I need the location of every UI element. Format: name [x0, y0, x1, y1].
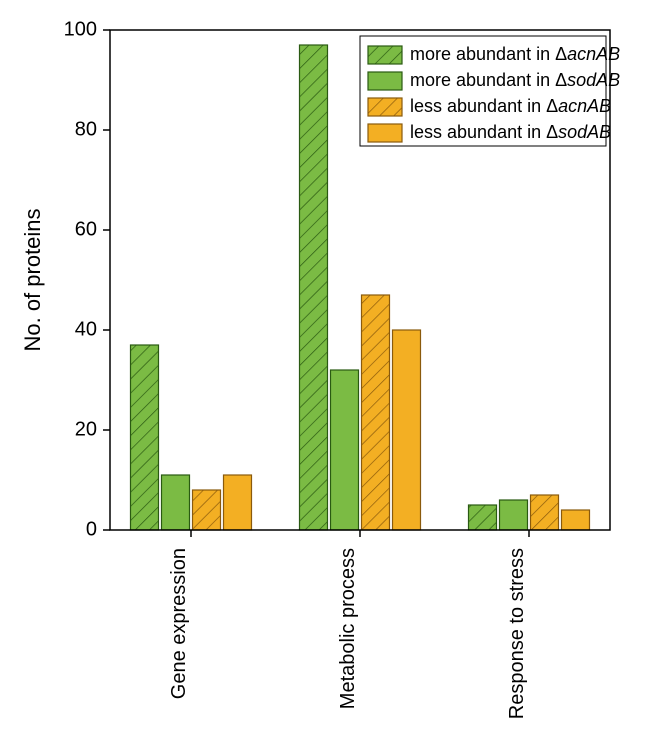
- category-label: Metabolic process: [337, 548, 359, 709]
- y-tick-label: 100: [64, 18, 97, 40]
- bar: [562, 510, 590, 530]
- legend-swatch: [368, 46, 402, 64]
- bar: [193, 490, 221, 530]
- bar: [469, 505, 497, 530]
- y-tick-label: 20: [75, 418, 97, 440]
- legend-label: less abundant in ΔsodAB: [410, 122, 611, 142]
- legend-label: more abundant in ΔsodAB: [410, 70, 620, 90]
- legend-swatch: [368, 72, 402, 90]
- legend-label: more abundant in ΔacnAB: [410, 44, 620, 64]
- bar: [393, 330, 421, 530]
- bar: [362, 295, 390, 530]
- category-label: Response to stress: [506, 548, 528, 719]
- bar: [331, 370, 359, 530]
- y-tick-label: 80: [75, 118, 97, 140]
- bar: [131, 345, 159, 530]
- y-axis-label: No. of proteins: [20, 208, 45, 351]
- bar: [531, 495, 559, 530]
- y-tick-label: 60: [75, 218, 97, 240]
- legend-label: less abundant in ΔacnAB: [410, 96, 611, 116]
- category-label: Gene expression: [168, 548, 190, 699]
- bar: [224, 475, 252, 530]
- y-tick-label: 40: [75, 318, 97, 340]
- bar: [500, 500, 528, 530]
- bar: [300, 45, 328, 530]
- legend-swatch: [368, 98, 402, 116]
- bar: [162, 475, 190, 530]
- chart-container: 0 20 40 60 80 100 No. of proteins Gene expressi…: [0, 0, 656, 750]
- y-tick-label: 0: [86, 518, 97, 540]
- legend-swatch: [368, 124, 402, 142]
- chart-svg: 0 20 40 60 80 100 No. of proteins Gene expressi…: [0, 0, 656, 750]
